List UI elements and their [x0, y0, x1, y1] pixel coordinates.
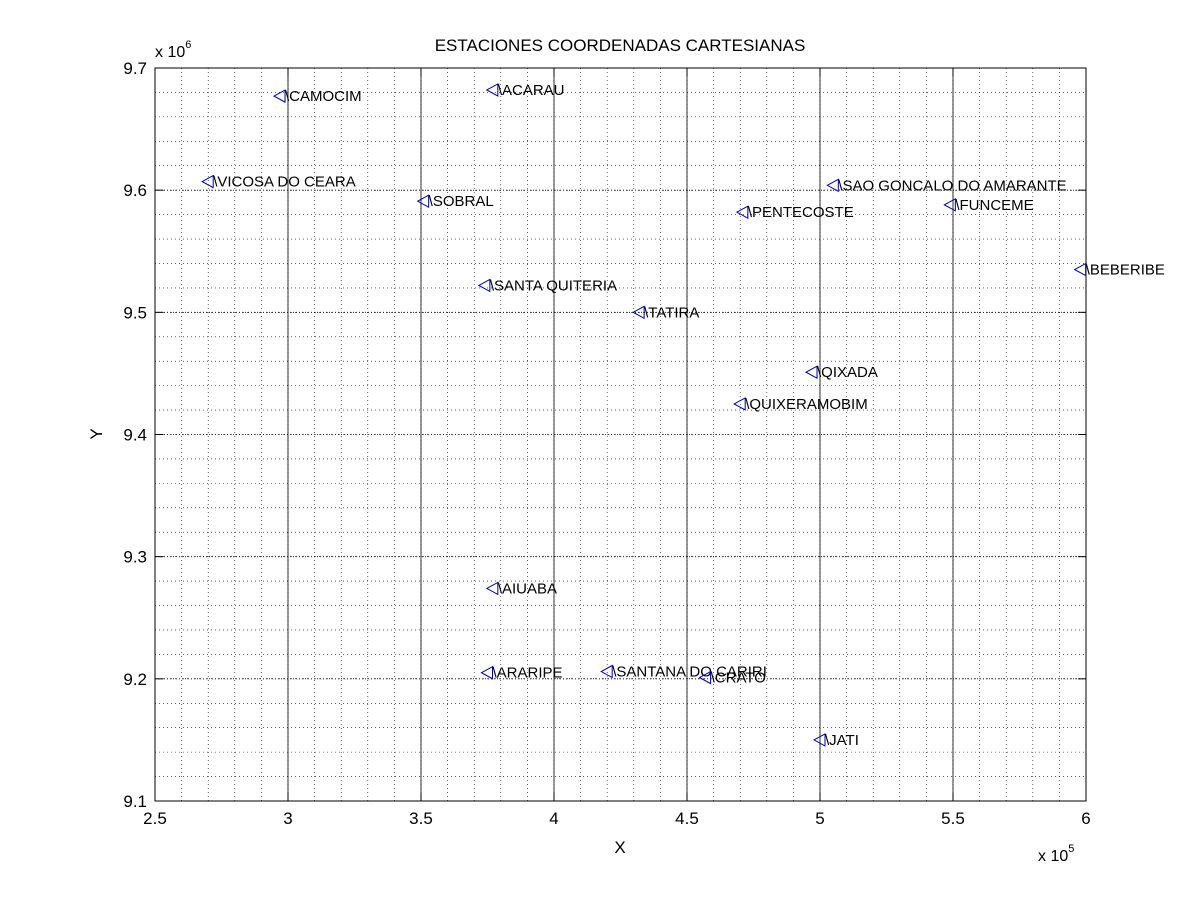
station-label: \TATIRA — [644, 304, 699, 321]
x-tick-label: 5 — [815, 809, 824, 828]
station-marker — [632, 305, 645, 320]
station-label: \SANTANA DO CARIRI — [612, 664, 767, 681]
station-point: \FUNCEME — [943, 197, 1034, 214]
station-label: \FUNCEME — [955, 197, 1033, 214]
station-label: \PENTECOSTE — [748, 204, 854, 221]
data-points: \CAMOCIM \ACARAU \VICOSA DO CEARA \SOBRAL \S… — [201, 82, 1165, 749]
station-point: \AIUABA — [485, 580, 557, 597]
x-tick-label: 4 — [549, 809, 558, 828]
station-marker — [477, 278, 491, 293]
station-marker — [416, 194, 430, 209]
y-tick-label: 9.6 — [123, 181, 147, 200]
station-point: \SOBRAL — [416, 193, 494, 210]
station-label: \CRATO — [711, 670, 766, 687]
station-label: \SANTA QUITERIA — [490, 277, 617, 294]
station-marker — [480, 665, 493, 680]
station-label: \JATI — [825, 732, 859, 749]
x-tick-label: 5.5 — [941, 809, 965, 828]
station-point: \SANTA QUITERIA — [477, 277, 617, 294]
station-marker — [733, 397, 746, 411]
station-point: \PENTECOSTE — [735, 204, 854, 221]
station-label: \VICOSA DO CEARA — [213, 174, 356, 191]
station-marker — [272, 89, 286, 103]
station-point: \SANTANA DO CARIRI — [600, 664, 767, 681]
x-exponent-base: x 10 — [1038, 848, 1068, 865]
station-label: \ACARAU — [498, 82, 565, 99]
y-exponent-base: x 10 — [155, 44, 185, 61]
x-axis-label: X — [614, 838, 625, 857]
x-exponent-label: x 105 — [1038, 843, 1074, 865]
station-marker — [735, 205, 749, 219]
y-tick-label: 9.2 — [123, 670, 147, 689]
x-tick-label: 6 — [1081, 809, 1090, 828]
station-point: \SAO GONCALO DO AMARANTE — [826, 177, 1067, 194]
station-marker — [804, 365, 818, 380]
station-point: \CAMOCIM — [272, 88, 362, 105]
station-marker — [600, 664, 613, 679]
station-marker — [201, 174, 214, 189]
station-marker — [943, 197, 956, 212]
station-point: \VICOSA DO CEARA — [201, 174, 356, 191]
y-tick-label: 9.1 — [123, 792, 147, 811]
station-label: \QIXADA — [817, 364, 878, 381]
station-marker — [812, 733, 826, 747]
station-point: \CRATO — [698, 670, 766, 687]
axes: 2.5 3 3.5 4 4.5 5 5.5 6 9.1 9.2 9.3 9.4 9.5 9.6 9.7 — [123, 59, 1090, 828]
station-point: \QUIXERAMOBIM — [733, 396, 868, 413]
station-point: \ARARIPE — [480, 665, 563, 682]
station-label: \SAO GONCALO DO AMARANTE — [838, 177, 1066, 194]
station-point: \QIXADA — [804, 364, 878, 381]
x-tick-label: 3.5 — [409, 809, 433, 828]
y-exponent-label: x 106 — [155, 39, 191, 61]
station-marker — [485, 83, 499, 97]
station-point: \BEBERIBE — [1073, 262, 1165, 279]
x-tick-label: 2.5 — [143, 809, 167, 828]
station-point: \TATIRA — [632, 304, 699, 321]
station-label: \AIUABA — [498, 580, 557, 597]
station-marker — [826, 178, 839, 193]
chart-title: ESTACIONES COORDENADAS CARTESIANAS — [435, 36, 806, 55]
station-label: \SOBRAL — [429, 193, 494, 210]
station-label: \QUIXERAMOBIM — [745, 396, 868, 413]
y-exponent-power: 6 — [185, 39, 191, 51]
x-exponent-power: 5 — [1068, 843, 1074, 855]
station-point: \ACARAU — [485, 82, 565, 99]
y-tick-label: 9.4 — [123, 426, 147, 445]
station-marker — [485, 581, 499, 596]
station-marker — [1073, 262, 1087, 277]
y-tick-label: 9.5 — [123, 303, 147, 322]
y-axis-label: Y — [87, 428, 106, 439]
station-point: \JATI — [812, 732, 859, 749]
station-label: \CAMOCIM — [285, 88, 362, 105]
station-label: \ARARIPE — [493, 665, 563, 682]
y-tick-label: 9.3 — [123, 548, 147, 567]
x-tick-label: 4.5 — [675, 809, 699, 828]
x-tick-label: 3 — [283, 809, 292, 828]
station-label: \BEBERIBE — [1086, 262, 1165, 279]
y-tick-label: 9.7 — [123, 59, 147, 78]
station-marker — [698, 670, 712, 685]
